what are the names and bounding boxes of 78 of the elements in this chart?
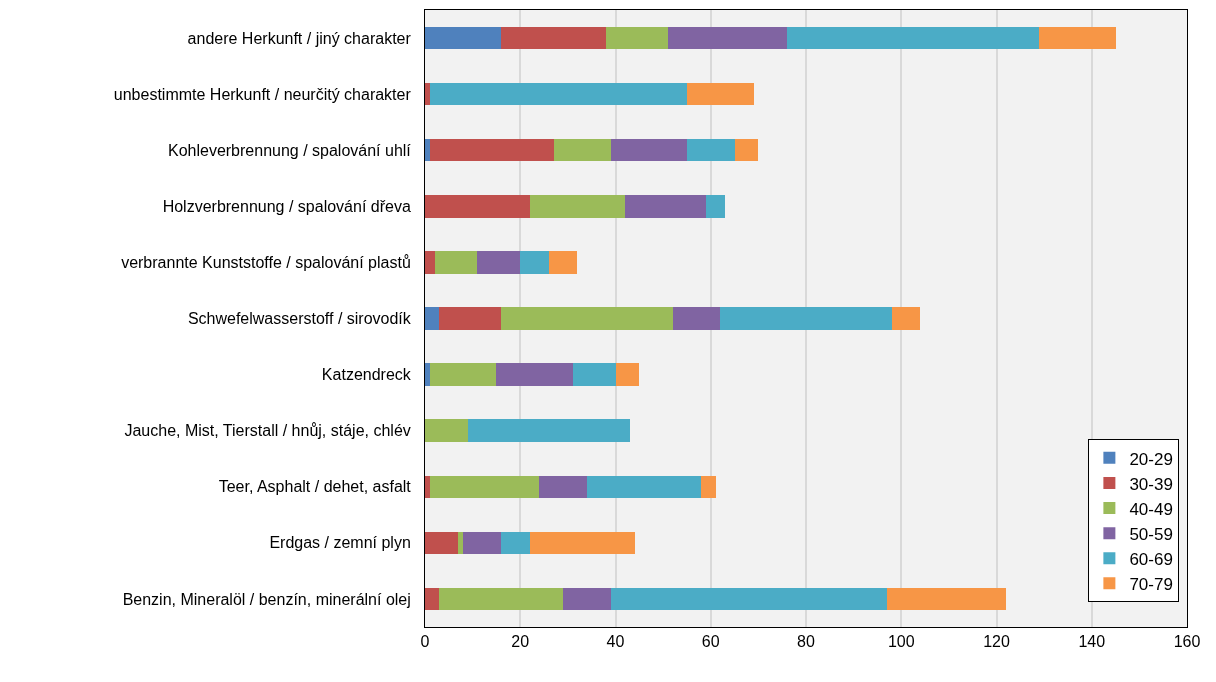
y-tick-label: Teer, Asphalt / dehet, asfalt [218, 478, 412, 496]
bar [425, 531, 459, 555]
x-tick-label: 20 [511, 633, 530, 651]
bar [520, 251, 549, 274]
bar [701, 475, 716, 498]
bar [429, 139, 554, 162]
bar [501, 531, 530, 555]
bar [425, 475, 430, 498]
bar [425, 587, 440, 611]
bar [501, 307, 673, 330]
bar [891, 307, 921, 330]
bar [429, 82, 687, 106]
legend-label: 30-39 [1129, 474, 1173, 494]
bar [539, 475, 587, 498]
bar [477, 251, 521, 274]
bar [429, 475, 540, 498]
legend-label: 20-29 [1129, 449, 1173, 469]
y-tick-label: unbestimmte Herkunft / neurčitý charakter [113, 85, 412, 103]
bar [786, 26, 1040, 50]
y-tick-label: verbrannte Kunststoffe / spalování plastů [121, 254, 411, 272]
x-tick-label: 60 [701, 633, 720, 651]
bar [467, 419, 630, 442]
x-tick-label: 120 [983, 633, 1010, 651]
bar [625, 195, 706, 218]
y-tick-label: andere Herkunft / jiný charakter [187, 29, 412, 47]
bar [429, 363, 497, 386]
bar [572, 363, 616, 386]
bar [610, 587, 887, 611]
x-tick-label: 40 [606, 633, 625, 651]
bar [496, 363, 573, 386]
bar [720, 307, 892, 330]
bar [615, 363, 640, 386]
y-tick-label: Jauche, Mist, Tierstall / hnůj, stáje, chlév [124, 422, 411, 440]
bar [425, 82, 430, 106]
bar [610, 139, 687, 162]
bar [1039, 26, 1116, 50]
x-tick-label: 0 [420, 633, 430, 651]
bar [529, 531, 635, 555]
bar [425, 195, 530, 218]
bar [529, 195, 626, 218]
bar [425, 307, 440, 330]
y-tick-label: Katzendreck [321, 366, 412, 384]
y-tick-label: Schwefelwasserstoff / sirovodík [187, 310, 412, 328]
bar [463, 531, 502, 555]
bar [425, 139, 430, 162]
legend-label: 60-69 [1129, 549, 1173, 569]
bar [439, 307, 502, 330]
bar [548, 251, 578, 274]
bar [586, 475, 702, 498]
bar [439, 587, 564, 611]
bar [686, 139, 735, 162]
bar [434, 251, 478, 274]
bar [686, 82, 754, 106]
bar [563, 587, 611, 611]
bar [705, 195, 726, 218]
bar [886, 587, 1007, 611]
y-tick-label: Erdgas / zemní plyn [269, 534, 411, 552]
bar [425, 26, 502, 50]
y-tick-label: Kohleverbrennung / spalování uhlí [167, 141, 412, 159]
x-tick-label: 100 [887, 633, 915, 651]
bar [425, 251, 435, 274]
bar [425, 419, 468, 442]
legend-label: 40-49 [1129, 499, 1173, 519]
bar [672, 307, 721, 330]
bar [425, 363, 430, 386]
y-tick-label: Holzverbrennung / spalování dřeva [162, 197, 411, 215]
bar [458, 531, 464, 555]
legend-label: 50-59 [1129, 524, 1173, 544]
x-tick-label: 160 [1173, 633, 1201, 651]
bar [501, 26, 606, 50]
legend-label: 70-79 [1129, 575, 1173, 594]
x-tick-label: 140 [1078, 633, 1106, 651]
bar [667, 26, 787, 50]
y-tick-label: Benzin, Mineralöl / benzín, minerální olej [122, 590, 411, 608]
x-tick-label: 80 [797, 633, 815, 651]
bar [734, 139, 759, 162]
bar [605, 26, 668, 50]
bar [553, 139, 611, 162]
